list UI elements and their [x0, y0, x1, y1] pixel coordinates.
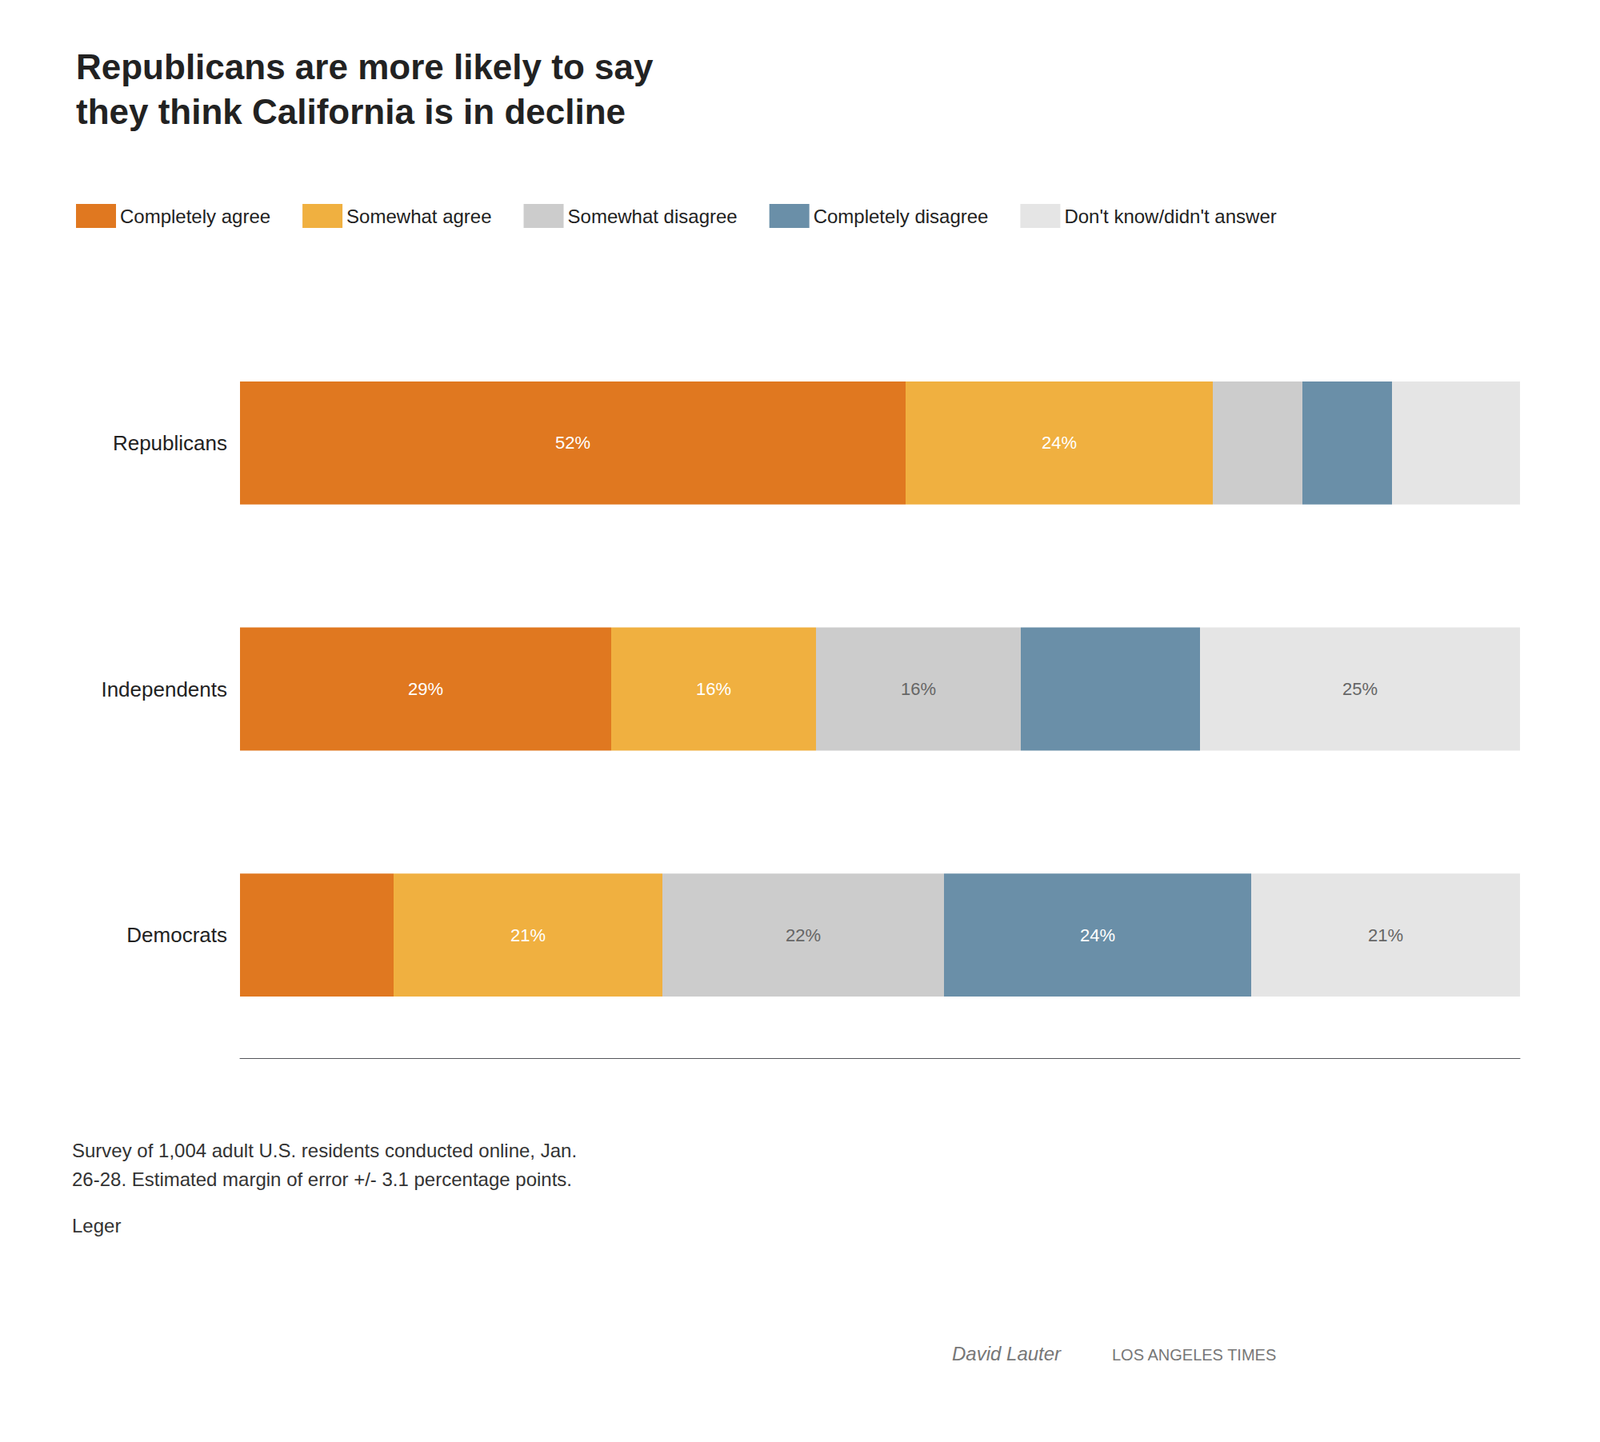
svg-text:Leger: Leger — [72, 1215, 121, 1237]
svg-text:21%: 21% — [1368, 925, 1404, 946]
svg-text:they think California is in de: they think California is in decline — [76, 92, 626, 132]
svg-text:Democrats: Democrats — [126, 923, 228, 948]
svg-text:22%: 22% — [785, 925, 821, 946]
svg-text:Republicans are more likely to: Republicans are more likely to say — [76, 47, 654, 87]
svg-text:26-28. Estimated margin of err: 26-28. Estimated margin of error +/- 3.1… — [72, 1168, 572, 1191]
svg-text:29%: 29% — [408, 679, 444, 700]
svg-text:David Lauter: David Lauter — [952, 1343, 1062, 1365]
svg-text:Completely agree: Completely agree — [120, 205, 271, 228]
svg-text:16%: 16% — [696, 679, 732, 700]
svg-text:Somewhat agree: Somewhat agree — [346, 205, 492, 228]
svg-text:16%: 16% — [900, 679, 936, 700]
svg-text:Don't know/didn't answer: Don't know/didn't answer — [1064, 205, 1276, 228]
svg-text:24%: 24% — [1041, 432, 1077, 453]
svg-text:Republicans: Republicans — [112, 431, 228, 456]
svg-text:52%: 52% — [555, 432, 591, 453]
svg-text:21%: 21% — [510, 925, 546, 946]
svg-text:24%: 24% — [1080, 925, 1116, 946]
svg-text:LOS ANGELES TIMES: LOS ANGELES TIMES — [1112, 1346, 1276, 1364]
svg-text:Independents: Independents — [100, 677, 228, 702]
svg-text:25%: 25% — [1342, 679, 1378, 700]
svg-text:Survey of 1,004 adult U.S. res: Survey of 1,004 adult U.S. residents con… — [72, 1140, 577, 1162]
svg-text:Completely disagree: Completely disagree — [813, 205, 989, 228]
svg-text:Somewhat disagree: Somewhat disagree — [568, 205, 738, 228]
